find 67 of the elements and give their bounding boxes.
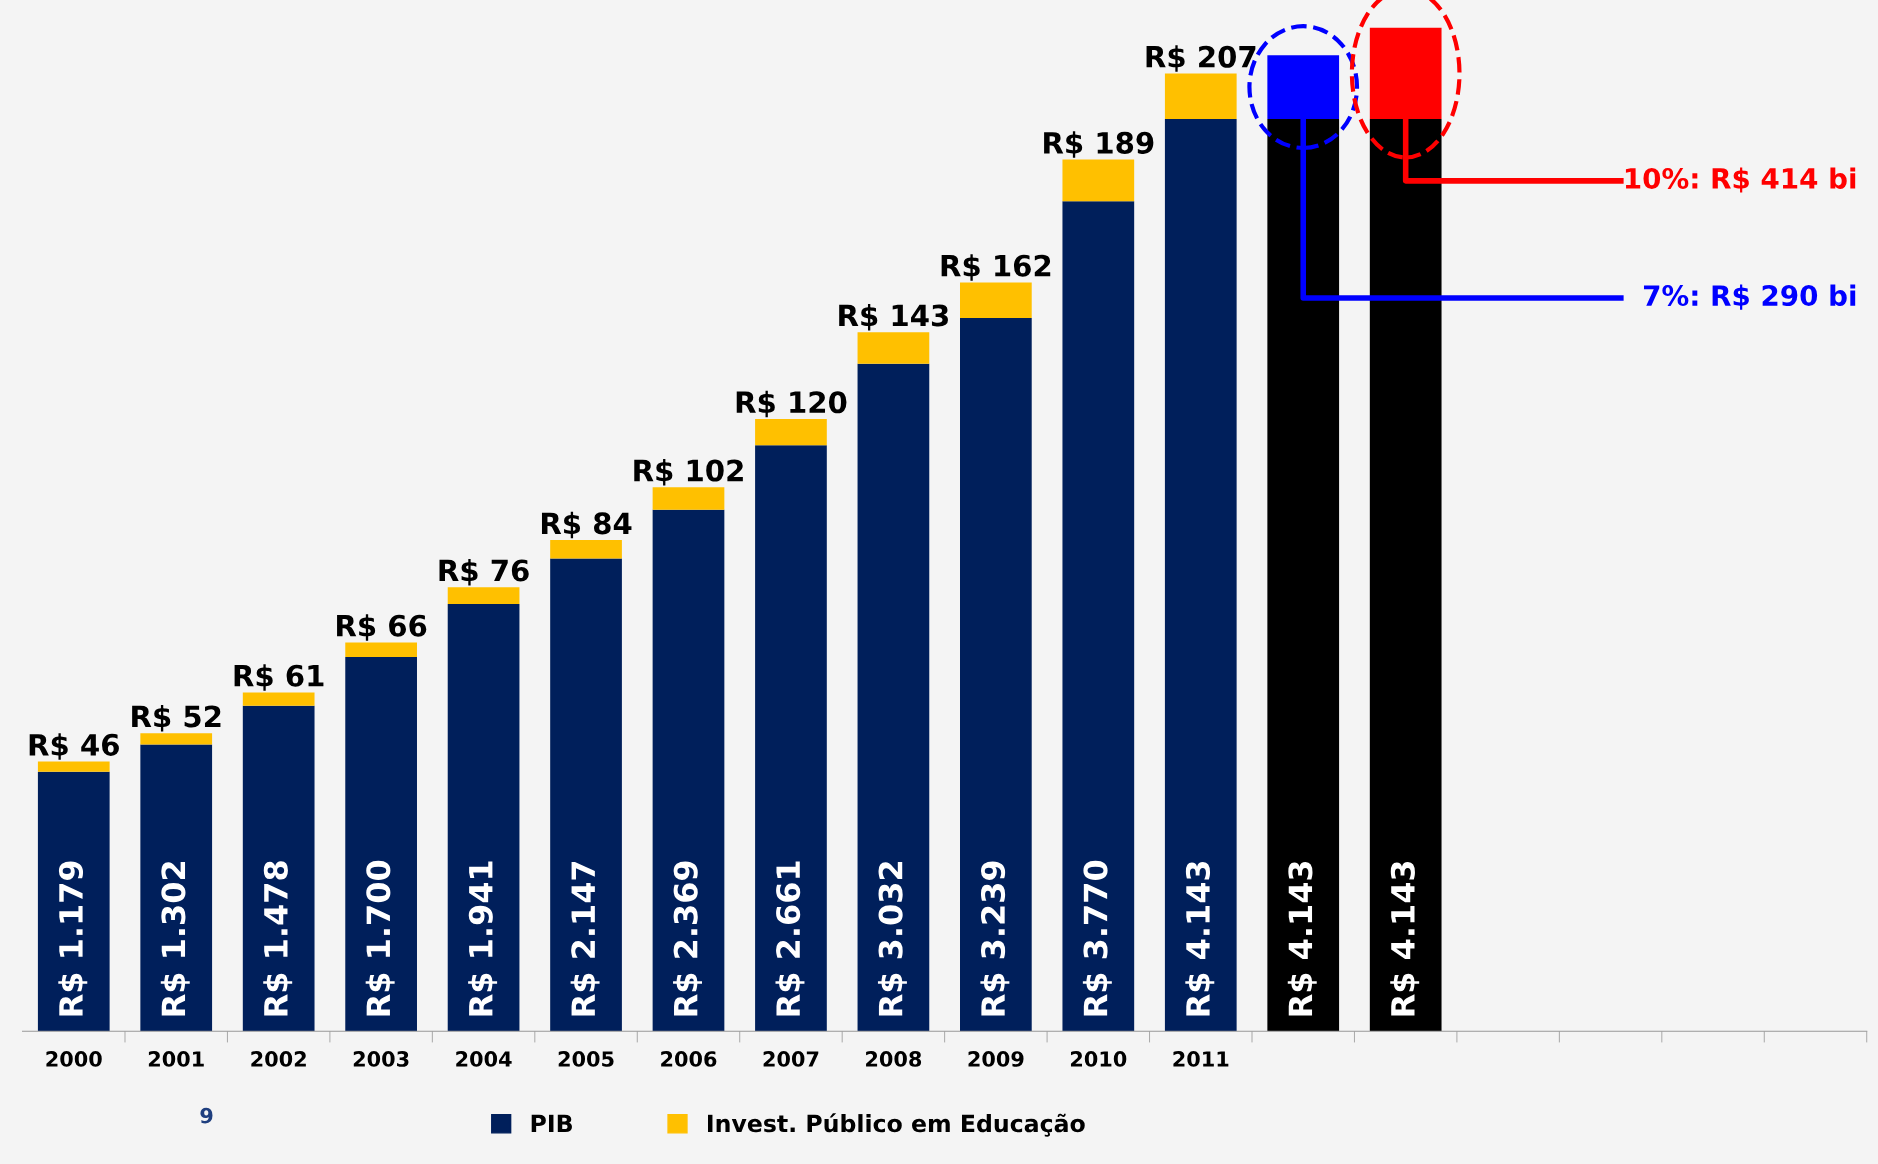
x-tick-label: 2011: [1173, 1051, 1229, 1067]
x-tick-label: 2005: [558, 1051, 614, 1067]
text: 9: [200, 1107, 213, 1124]
bar: [1164, 73, 1237, 120]
bar: [1164, 119, 1237, 1032]
annotation: 10%: R$ 414 bi: [1625, 167, 1856, 193]
data-label: R$ 102: [634, 458, 743, 486]
bar: [857, 332, 930, 364]
data-label: R$ 3.032: [877, 862, 907, 1016]
x-tick-label: 2004: [456, 1051, 512, 1067]
legend-label: PIB: [531, 1114, 572, 1133]
bar: [37, 771, 110, 1032]
x-tick-label: 2006: [661, 1051, 717, 1067]
bar: [960, 318, 1032, 1032]
x-tick-label: 2000: [46, 1051, 102, 1067]
data-label: R$ 120: [736, 390, 847, 418]
data-label: R$ 3.770: [1082, 860, 1112, 1016]
data-label: R$ 207: [1146, 45, 1256, 72]
bar: [857, 363, 930, 1032]
x-tick-label: 2008: [866, 1051, 922, 1067]
data-label: R$ 52: [132, 704, 221, 732]
data-label: R$ 1.700: [365, 860, 395, 1016]
data-label: R$ 2.661: [775, 861, 805, 1016]
bar: [242, 705, 315, 1032]
data-label: R$ 66: [337, 614, 427, 641]
data-label: R$ 2.369: [673, 861, 703, 1016]
bar: [37, 761, 110, 772]
data-label: R$ 2.147: [570, 861, 600, 1016]
bar: [755, 445, 827, 1032]
bar: [550, 558, 622, 1032]
data-label: R$ 76: [439, 558, 529, 586]
bar: [140, 733, 213, 745]
annotation: 7%: R$ 290 bi: [1643, 284, 1856, 310]
x-tick-label: 2010: [1070, 1051, 1127, 1067]
bar: [1062, 159, 1135, 202]
bar: [755, 418, 827, 446]
bar: [652, 487, 725, 510]
data-label: R$ 1.302: [160, 862, 190, 1016]
data-label: R$ 1.478: [263, 861, 293, 1016]
bar: [550, 540, 622, 559]
data-label: R$ 162: [941, 254, 1051, 281]
x-tick-label: 2009: [968, 1051, 1024, 1067]
bar: [345, 642, 417, 657]
data-label: R$ 143: [839, 303, 948, 331]
legend-label: Invest. Público em Educação: [708, 1113, 1085, 1137]
data-label: R$ 1.179: [58, 861, 88, 1016]
bar: [447, 603, 520, 1032]
data-label: R$ 4.143: [1287, 861, 1317, 1016]
x-tick-label: 2007: [763, 1051, 819, 1067]
x-tick-label: 2002: [251, 1051, 306, 1067]
x-tick-label: 2001: [148, 1051, 204, 1067]
data-label: R$ 4.143: [1390, 861, 1420, 1016]
bar: [242, 692, 315, 706]
bar: [652, 509, 725, 1032]
data-label: R$ 46: [29, 733, 119, 760]
data-label: R$ 84: [541, 511, 632, 539]
bar: [447, 587, 520, 604]
bar: [345, 656, 417, 1032]
data-label: R$ 4.143: [1185, 861, 1215, 1016]
x-tick-label: 2003: [353, 1051, 409, 1067]
data-label: R$ 61: [234, 664, 324, 691]
data-label: R$ 3.239: [980, 861, 1010, 1016]
bar: [140, 744, 213, 1032]
bar: [960, 282, 1032, 319]
data-label: R$ 1.941: [468, 861, 498, 1016]
bar: [1062, 201, 1135, 1032]
data-label: R$ 189: [1044, 131, 1154, 158]
